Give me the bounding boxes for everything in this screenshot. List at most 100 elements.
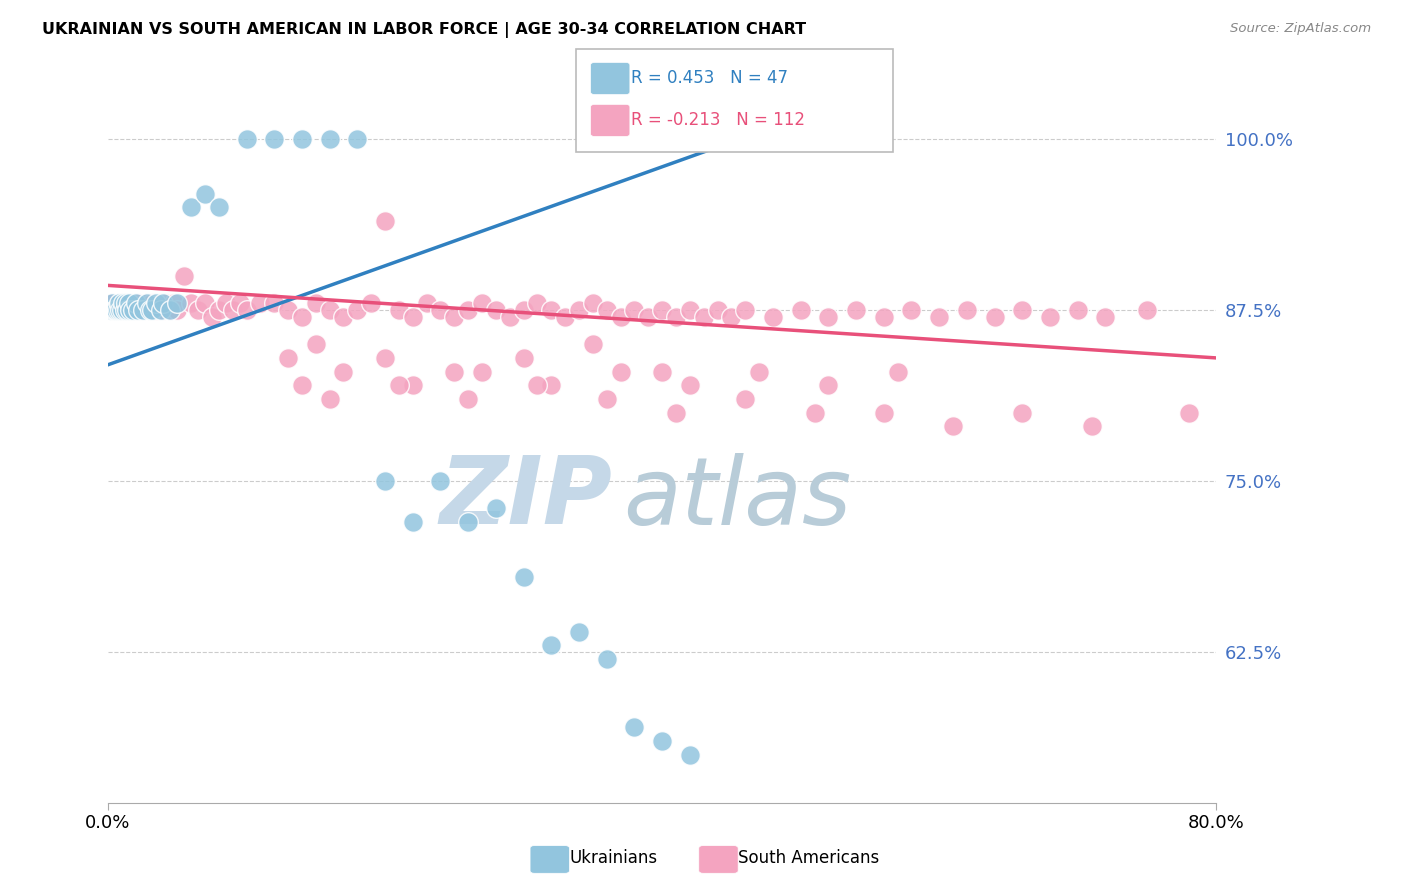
Point [291, 132, 314, 146]
Point [457, 515, 479, 529]
Point [141, 303, 163, 318]
Point [665, 310, 688, 324]
Point [582, 296, 605, 310]
Point [332, 365, 354, 379]
Point [145, 296, 167, 310]
Point [789, 303, 811, 318]
Point [485, 501, 508, 516]
Point [1094, 310, 1116, 324]
Point [263, 296, 285, 310]
Point [596, 303, 619, 318]
Point [149, 303, 172, 318]
Point [117, 303, 139, 318]
Point [104, 303, 127, 318]
Point [651, 303, 673, 318]
Point [873, 310, 896, 324]
Point [540, 378, 562, 392]
Point [215, 296, 238, 310]
Point [277, 351, 299, 365]
Point [235, 132, 257, 146]
Point [942, 419, 965, 434]
Point [318, 132, 340, 146]
Point [127, 296, 149, 310]
Point [235, 303, 257, 318]
Point [457, 303, 479, 318]
Point [163, 296, 186, 310]
Point [127, 303, 149, 318]
Point [388, 303, 411, 318]
Point [291, 378, 314, 392]
Point [637, 310, 659, 324]
Point [159, 303, 181, 318]
Point [1136, 303, 1159, 318]
Point [135, 296, 157, 310]
Point [105, 303, 128, 318]
Point [131, 303, 153, 318]
Point [402, 515, 425, 529]
Point [596, 652, 619, 666]
Point [1011, 303, 1033, 318]
Point [429, 303, 451, 318]
Point [117, 303, 139, 318]
Point [291, 310, 314, 324]
Point [609, 365, 631, 379]
Point [568, 624, 591, 639]
Point [360, 296, 382, 310]
Point [402, 378, 425, 392]
Text: R = 0.453   N = 47: R = 0.453 N = 47 [631, 70, 789, 87]
Text: Ukrainians: Ukrainians [569, 849, 658, 867]
Point [845, 303, 868, 318]
Point [111, 303, 134, 318]
Point [1039, 310, 1062, 324]
Point [346, 132, 368, 146]
Point [734, 392, 756, 406]
Point [107, 303, 129, 318]
Point [194, 186, 217, 201]
Point [485, 303, 508, 318]
Point [332, 310, 354, 324]
Point [388, 378, 411, 392]
Point [173, 268, 195, 283]
Point [152, 296, 174, 310]
Point [187, 303, 209, 318]
Point [180, 296, 202, 310]
Point [720, 310, 742, 324]
Point [651, 365, 673, 379]
Text: UKRAINIAN VS SOUTH AMERICAN IN LABOR FORCE | AGE 30-34 CORRELATION CHART: UKRAINIAN VS SOUTH AMERICAN IN LABOR FOR… [42, 22, 806, 38]
Point [1067, 303, 1090, 318]
Point [131, 303, 153, 318]
Point [817, 378, 839, 392]
Point [540, 638, 562, 652]
Point [512, 351, 534, 365]
Point [900, 303, 922, 318]
Point [665, 406, 688, 420]
Point [122, 303, 145, 318]
Point [101, 296, 124, 310]
Point [526, 296, 548, 310]
Point [112, 296, 135, 310]
Point [208, 303, 231, 318]
Point [374, 214, 396, 228]
Point [115, 296, 138, 310]
Text: atlas: atlas [623, 452, 852, 543]
Point [318, 303, 340, 318]
Point [135, 296, 157, 310]
Point [762, 310, 785, 324]
Text: Source: ZipAtlas.com: Source: ZipAtlas.com [1230, 22, 1371, 36]
Point [111, 303, 134, 318]
Point [374, 474, 396, 488]
Point [149, 296, 172, 310]
Point [928, 310, 950, 324]
Point [152, 303, 174, 318]
Point [512, 570, 534, 584]
Point [122, 303, 145, 318]
Point [346, 303, 368, 318]
Point [305, 337, 328, 351]
Text: R = -0.213   N = 112: R = -0.213 N = 112 [631, 112, 806, 129]
Point [734, 303, 756, 318]
Point [166, 296, 188, 310]
Point [526, 378, 548, 392]
Point [159, 303, 181, 318]
Point [443, 365, 465, 379]
Point [110, 303, 132, 318]
